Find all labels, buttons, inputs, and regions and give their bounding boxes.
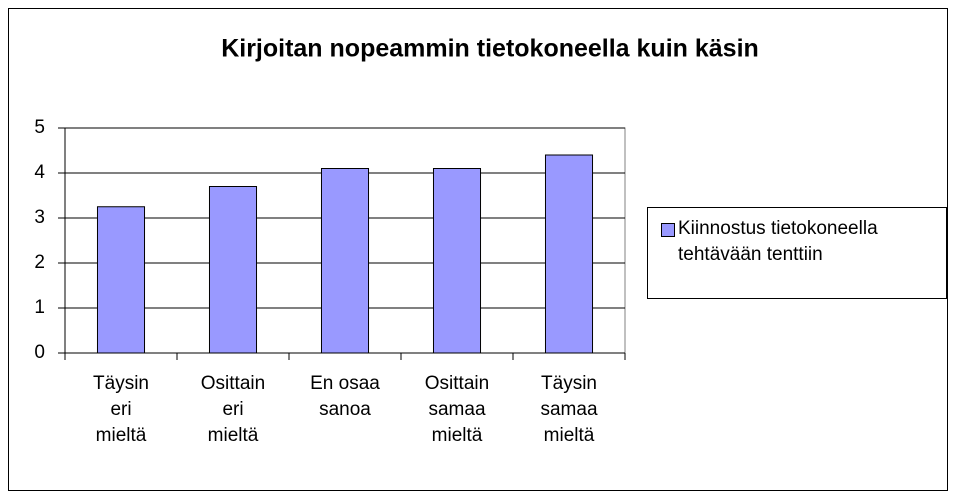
x-tick-label: Täysin samaa mieltä xyxy=(540,373,598,446)
chart-border xyxy=(8,8,948,491)
y-tick-label: 4 xyxy=(34,162,45,183)
chart-title: Kirjoitan nopeammin tietokoneella kuin k… xyxy=(221,35,759,63)
y-tick-label: 5 xyxy=(34,117,45,138)
legend: Kiinnostus tietokoneella tehtävään tentt… xyxy=(647,207,947,299)
x-tick-label: Osittain samaa mieltä xyxy=(424,373,490,446)
x-tick-label: Osittain eri mieltä xyxy=(200,373,266,446)
bar xyxy=(208,186,258,354)
y-tick-label: 0 xyxy=(34,342,45,363)
y-tick-label: 1 xyxy=(34,297,45,318)
bar xyxy=(544,154,594,354)
legend-key xyxy=(661,223,675,237)
x-tick-label: Täysin eri mieltä xyxy=(93,373,149,446)
y-tick-label: 2 xyxy=(34,252,45,273)
x-tick-label: En osaa sanoa xyxy=(310,373,380,420)
bar xyxy=(96,206,146,354)
bar xyxy=(320,168,370,354)
legend-label: Kiinnostus tietokoneella tehtävään tentt… xyxy=(678,218,878,265)
bar xyxy=(432,168,482,354)
y-tick-label: 3 xyxy=(34,207,45,228)
